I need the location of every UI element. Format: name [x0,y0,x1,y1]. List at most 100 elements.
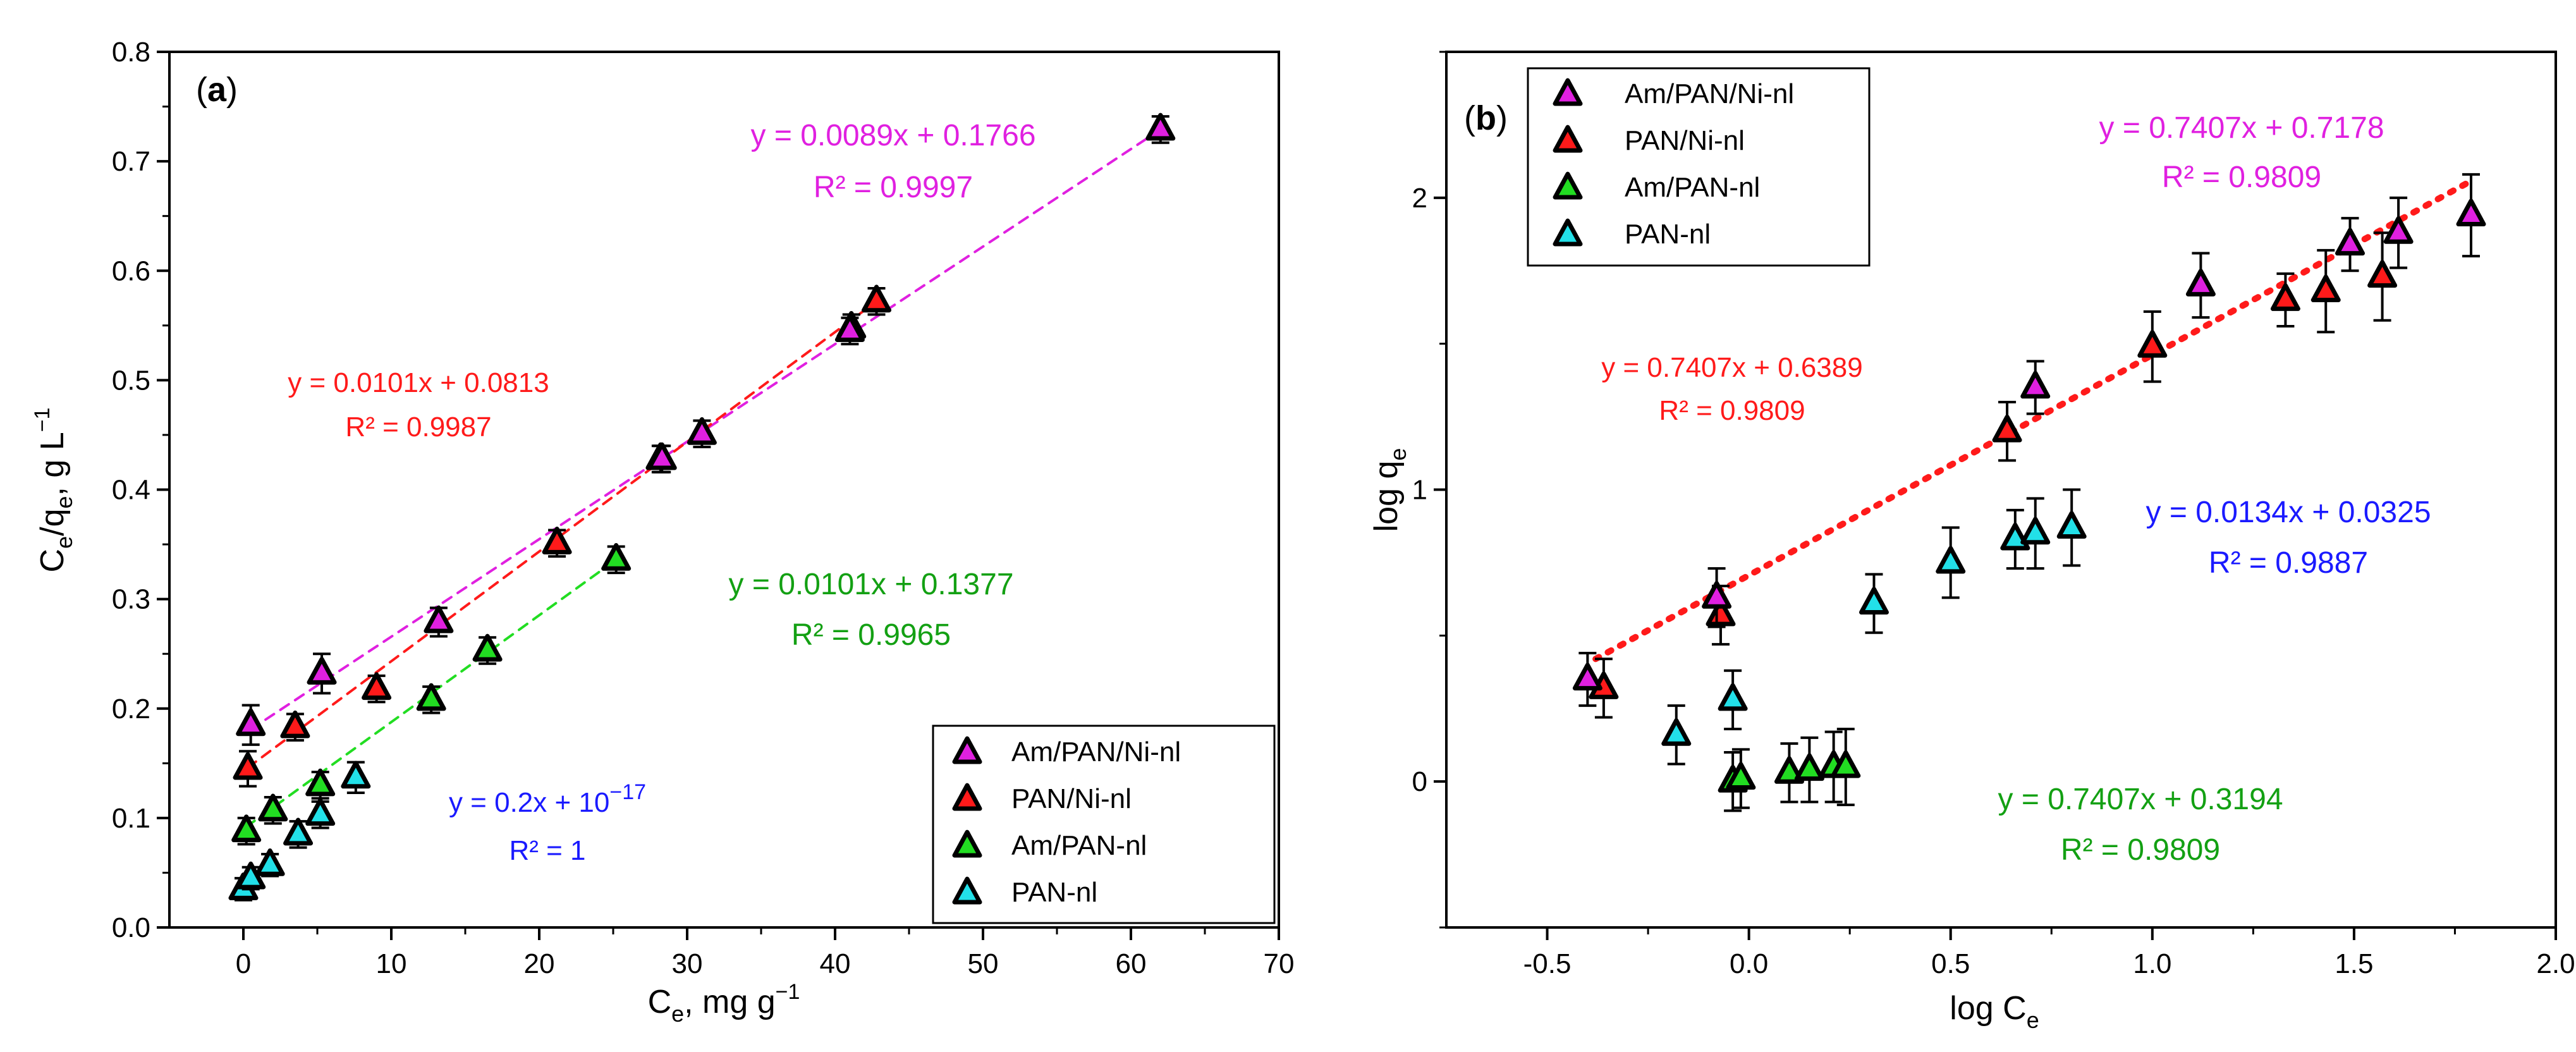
y-tick-label: 0.5 [112,365,150,396]
x-tick-label: 70 [1264,948,1295,979]
data-point-pan-ni-nl [1992,414,2022,443]
y-tick-label: 0 [1412,766,1427,797]
y-tick-label: 0.2 [112,694,150,725]
panel-b-fit-lines [1592,180,2470,663]
panel-b-annotation-green-eq: y = 0.7407x + 0.3194 [1998,783,2283,816]
x-tick-label: 1.0 [2133,948,2171,979]
data-point-am-pan-ni-nl [1702,581,1732,609]
data-point-pan-ni-nl [2270,283,2300,311]
fit-line-1 [249,128,1162,731]
x-tick-label: 0.5 [1931,948,1970,979]
legend-marker-pan-ni-nl [1553,125,1583,153]
panel-b-annotation-blue-r2: R² = 0.9887 [2209,546,2368,580]
y-tick-label: 0.7 [112,146,150,177]
data-point-pan-ni-nl [542,527,572,554]
y-tick-label: 0.3 [112,584,150,615]
panel-a-fit-lines [245,128,1162,828]
panel-a-legend-label-2: PAN/Ni-nl [1011,783,1132,814]
panel-a-x-ticks: 0 10 20 30 40 50 60 70 [236,927,1295,979]
data-point-am-pan-ni-nl [2185,269,2216,297]
x-tick-label: 1.5 [2335,948,2373,979]
x-tick-label: 60 [1116,948,1147,979]
data-point-pan-ni-nl [2367,260,2398,288]
panel-b-y-ticks: 0 1 2 [1412,51,1446,929]
y-tick-label: 0.6 [112,255,150,286]
y-tick-label: 0.1 [112,803,150,834]
data-point-am-pan-ni-nl [307,657,337,685]
y-tick-label: 0.4 [112,475,150,506]
panel-a-annotation-magenta-r2: R² = 0.9997 [814,171,973,204]
data-point-pan-nl [1718,683,1748,711]
data-point-pan-ni-nl [233,752,263,780]
data-point-pan-ni-nl [862,284,892,313]
data-point-am-pan-nl [601,542,632,571]
x-tick-label: 0.0 [1730,948,1768,979]
legend-marker-pan-ni-nl [952,783,982,811]
data-point-pan-nl [2056,511,2087,539]
panel-a-annotation-green-eq: y = 0.0101x + 0.1377 [728,568,1013,601]
panel-a-legend-label-1: Am/PAN/Ni-nl [1011,737,1181,768]
data-point-am-pan-ni-nl [2335,228,2365,256]
panel-b-annotation-blue-eq: y = 0.0134x + 0.0325 [2146,496,2431,529]
data-point-am-pan-nl [1794,753,1824,781]
data-point-am-pan-ni-nl [1145,113,1176,141]
y-tick-label: 1 [1412,475,1427,506]
data-point-am-pan-ni-nl [687,417,717,445]
panel-b-x-axis-title: log Ce [1950,990,2039,1033]
panel-a-annotation-green-r2: R² = 0.9965 [791,618,951,652]
panel-b-legend-label-4: PAN-nl [1625,219,1711,250]
data-point-pan-nl [255,848,285,876]
data-point-am-pan-ni-nl [834,314,865,342]
x-tick-label: 40 [820,948,851,979]
panel-b-points [1572,173,2486,812]
data-point-am-pan-ni-nl [647,442,677,470]
panel-b-x-ticks: -0.5 0.0 0.5 1.0 1.5 2.0 [1523,927,2575,979]
data-point-am-pan-ni-nl [1572,663,1602,691]
panel-b-legend-label-1: Am/PAN/Ni-nl [1625,78,1794,109]
data-point-am-pan-nl [1726,762,1756,790]
x-tick-label: 2.0 [2536,948,2575,979]
panel-a-legend-markers [952,736,982,905]
panel-b-annotation-red-r2: R² = 0.9809 [1659,395,1805,426]
data-point-pan-nl [305,798,336,826]
legend-marker-am-pan-nl [952,829,982,858]
data-point-pan-nl [1661,718,1692,746]
data-point-am-pan-nl [305,768,336,797]
x-tick-label: 50 [968,948,999,979]
legend-marker-am-pan-ni-nl [952,736,982,764]
data-point-pan-nl [1859,587,1889,615]
panel-b-annotation-magenta-eq: y = 0.7407x + 0.7178 [2099,111,2384,145]
data-point-am-pan-nl [258,793,288,822]
panel-a-legend-label-3: Am/PAN-nl [1011,830,1147,861]
panel-a-annotation-blue-eq: y = 0.2x + 10−17 [449,780,646,818]
panel-b-annotation-magenta-r2: R² = 0.9809 [2162,161,2321,194]
panel-b-legend-label-3: Am/PAN-nl [1625,172,1760,203]
panel-b-legend-label-2: PAN/Ni-nl [1625,125,1745,156]
data-point-am-pan-nl [416,683,446,711]
panel-b-annotation-red-eq: y = 0.7407x + 0.6389 [1601,352,1862,383]
panel-a-y-axis-title: Ce/qe, g L−1 [30,408,77,573]
data-point-am-pan-ni-nl [2383,216,2414,244]
data-point-pan-nl [283,817,314,846]
x-tick-label: 10 [376,948,407,979]
data-point-am-pan-nl [231,814,262,843]
x-tick-label: 30 [672,948,703,979]
x-tick-label: 20 [524,948,555,979]
panel-a-legend-box [932,725,1276,924]
x-tick-label: -0.5 [1523,948,1572,979]
data-point-am-pan-ni-nl [424,605,454,633]
data-point-am-pan-ni-nl [236,708,266,737]
panel-b-y-axis-title: log qe [1368,448,1411,532]
legend-marker-pan-nl [1553,218,1583,247]
legend-marker-am-pan-ni-nl [1553,78,1583,106]
panel-a-legend: Am/PAN/Ni-nl PAN/Ni-nl Am/PAN-nl PAN-nl [932,725,1276,924]
y-tick-label: 0.0 [112,912,150,943]
y-tick-label: 0.8 [112,37,150,68]
data-point-pan-nl [341,761,371,789]
data-point-pan-ni-nl [2310,274,2341,303]
data-point-pan-ni-nl [2137,329,2168,358]
panel-a-label: (a) [196,71,238,109]
panel-b-legend: Am/PAN/Ni-nl PAN/Ni-nl Am/PAN-nl PAN-nl [1527,67,1871,267]
data-point-pan-nl [2020,517,2051,545]
